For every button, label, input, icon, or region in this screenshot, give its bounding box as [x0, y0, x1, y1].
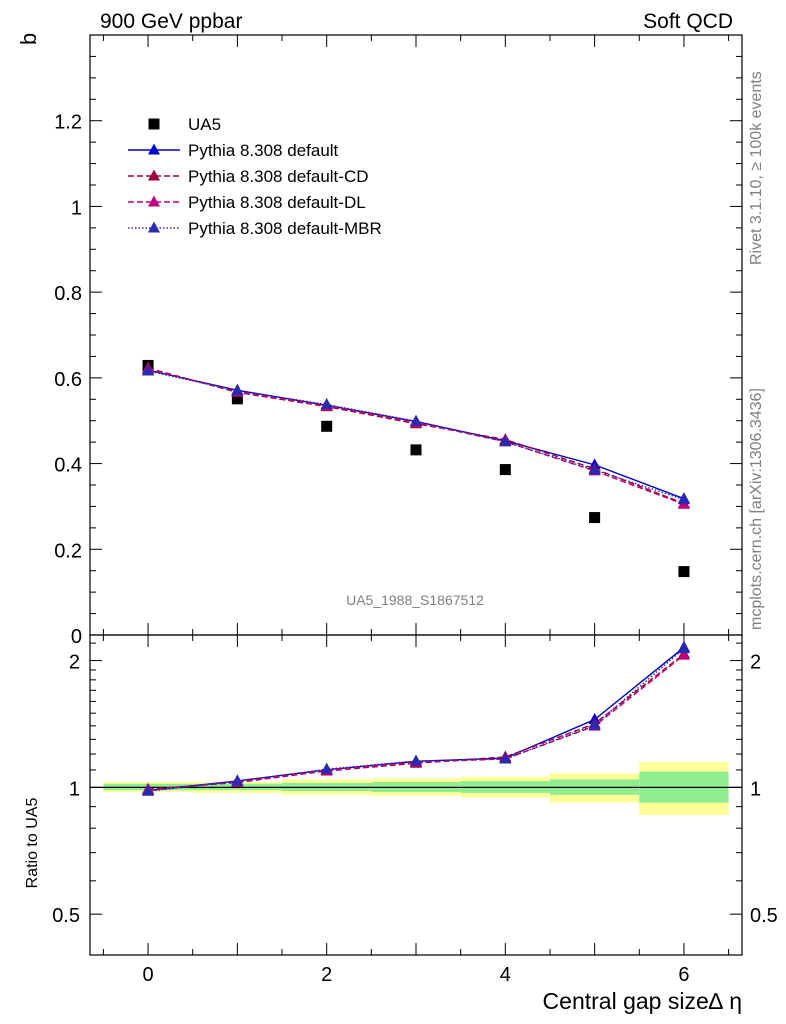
series-pythia-8-308-default-mbr — [142, 364, 690, 505]
main-y-tick-label: 1.2 — [54, 112, 82, 134]
main-y-tick-label: 0.8 — [54, 283, 82, 305]
data-point-square — [410, 444, 422, 456]
legend-item: Pythia 8.308 default-MBR — [128, 219, 382, 238]
legend-label: Pythia 8.308 default-MBR — [188, 219, 382, 238]
ratio-point-triangle — [142, 784, 155, 796]
ratio-y-tick-label-right: 2 — [750, 652, 761, 674]
ratio-plot: 0.5 0.5 1 1 2 2 0 2 4 6 Ratio to UA5 Central gap … — [24, 634, 778, 1014]
data-point-triangle — [410, 414, 422, 426]
main-y-tick-label: 0.6 — [54, 369, 82, 391]
ratio-y-tick-label: 0.5 — [52, 905, 80, 927]
legend-label: UA5 — [188, 115, 221, 134]
main-y-tick-label: 0 — [71, 626, 82, 648]
ratio-y-tick-label-right: 1 — [750, 778, 761, 800]
ratio-series-pythia-8-308-default-mbr — [142, 642, 690, 796]
ratio-y-axis-label: Ratio to UA5 — [24, 798, 41, 889]
data-point-square — [499, 464, 511, 476]
main-y-tick-label: 0.2 — [54, 540, 82, 562]
legend: UA5 Pythia 8.308 default Pythia 8.308 defa… — [128, 115, 382, 238]
x-tick-label: 4 — [500, 964, 511, 986]
main-plot: 0 0.2 0.4 0.6 0.8 1 1.2 UA5 Pythia 8.308 defaul… — [16, 33, 743, 648]
ratio-point-triangle — [320, 762, 333, 774]
ratio-point-triangle — [677, 648, 690, 660]
ratio-point-triangle — [677, 642, 690, 654]
ratio-point-triangle — [410, 754, 422, 766]
main-y-tick-label: 0.4 — [54, 455, 82, 477]
legend-item: UA5 — [148, 115, 221, 134]
side-label-bottom: mcplots.cern.ch [arXiv:1306.3436] — [748, 388, 765, 630]
ratio-point-triangle — [588, 718, 601, 730]
legend-item: Pythia 8.308 default-DL — [128, 193, 366, 212]
data-point-triangle — [231, 384, 244, 396]
main-y-tick-label: 1 — [71, 197, 82, 219]
x-tick-label: 2 — [321, 964, 332, 986]
legend-marker-triangle — [148, 169, 160, 181]
legend-label: Pythia 8.308 default — [188, 141, 339, 160]
data-point-square — [678, 566, 690, 578]
x-tick-label: 0 — [142, 964, 153, 986]
legend-label: Pythia 8.308 default-DL — [188, 193, 366, 212]
data-point-triangle — [499, 435, 512, 447]
ratio-y-tick-label-right: 0.5 — [750, 905, 778, 927]
main-y-axis-label: b — [16, 33, 41, 45]
legend-marker-triangle — [148, 221, 160, 233]
watermark-label: UA5_1988_S1867512 — [346, 592, 484, 608]
legend-label: Pythia 8.308 default-CD — [188, 167, 369, 186]
header-left-label: 900 GeV ppbar — [100, 10, 242, 33]
data-point-square — [589, 512, 601, 524]
header-right-label: Soft QCD — [643, 10, 733, 33]
data-point-triangle — [588, 463, 601, 475]
legend-marker-square — [148, 118, 160, 130]
legend-item: Pythia 8.308 default — [128, 141, 339, 160]
side-label-top: Rivet 3.1.10, ≥ 100k events — [748, 71, 765, 265]
legend-marker-triangle — [148, 195, 160, 207]
x-axis-label: Central gap size∆ η — [543, 988, 742, 1014]
data-point-square — [231, 393, 243, 405]
legend-item: Pythia 8.308 default-CD — [128, 167, 369, 186]
ratio-point-triangle — [499, 752, 512, 764]
ratio-y-tick-label: 2 — [69, 652, 80, 674]
data-point-square — [321, 420, 333, 432]
data-point-triangle — [677, 493, 690, 505]
ratio-point-triangle — [231, 774, 244, 786]
legend-marker-triangle — [148, 143, 160, 155]
ratio-y-tick-label: 1 — [69, 778, 80, 800]
x-tick-label: 6 — [678, 964, 689, 986]
data-point-triangle — [142, 364, 155, 376]
data-point-triangle — [320, 397, 333, 409]
